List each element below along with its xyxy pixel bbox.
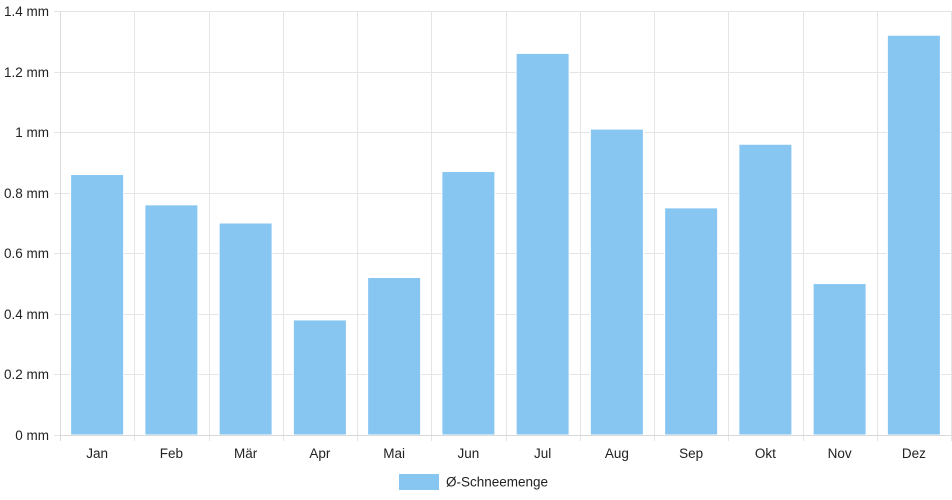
x-tick-label: Jan xyxy=(86,446,108,461)
x-tick-label: Mai xyxy=(383,446,405,461)
bar-mai xyxy=(367,277,422,436)
bar-apr xyxy=(292,319,347,436)
y-tick-label: 1.4 mm xyxy=(4,4,49,19)
bar-dez xyxy=(886,34,941,436)
x-tick-label: Jun xyxy=(457,446,479,461)
x-tick-label: Okt xyxy=(755,446,776,461)
y-tick-label: 0.6 mm xyxy=(4,246,49,261)
bar-jun xyxy=(441,171,496,436)
bar-sep xyxy=(664,207,719,436)
bar-okt xyxy=(738,143,793,436)
bar-aug xyxy=(589,128,644,436)
bar-nov xyxy=(812,283,867,436)
x-tick-label: Sep xyxy=(679,446,703,461)
y-tick-label: 1 mm xyxy=(15,125,49,140)
x-tick-label: Dez xyxy=(902,446,926,461)
legend-swatch xyxy=(399,474,439,490)
y-tick-label: 0.4 mm xyxy=(4,307,49,322)
legend-label: Ø-Schneemenge xyxy=(446,475,548,490)
bar-jul xyxy=(515,52,570,436)
bar-jan xyxy=(70,174,125,436)
x-tick-label: Feb xyxy=(160,446,183,461)
bar-mär xyxy=(218,222,273,436)
x-tick-label: Apr xyxy=(309,446,331,461)
x-tick-label: Aug xyxy=(605,446,629,461)
x-tick-label: Jul xyxy=(534,446,551,461)
y-tick-label: 1.2 mm xyxy=(4,65,49,80)
x-tick-label: Nov xyxy=(828,446,852,461)
bar-feb xyxy=(144,204,199,436)
x-tick-label: Mär xyxy=(234,446,258,461)
y-tick-label: 0.8 mm xyxy=(4,186,49,201)
y-tick-label: 0 mm xyxy=(15,428,49,443)
y-tick-label: 0.2 mm xyxy=(4,367,49,382)
